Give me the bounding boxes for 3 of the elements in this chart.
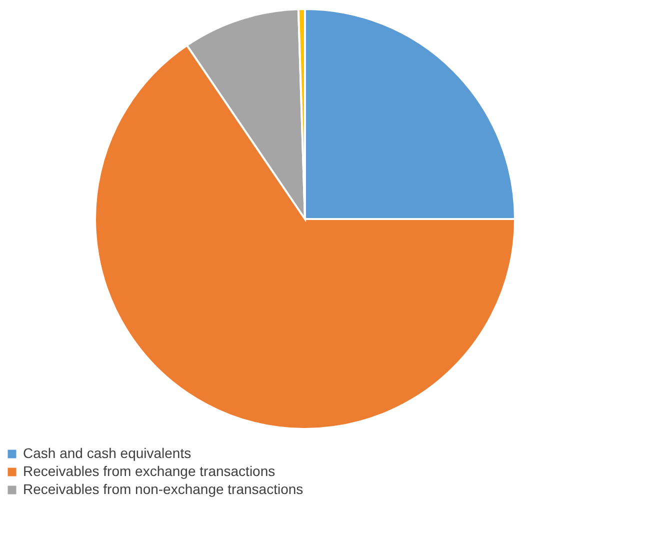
legend-label: Receivables from non-exchange transactions — [23, 481, 304, 497]
legend-label: Receivables from exchange transactions — [23, 463, 276, 479]
legend-label: Cash and cash equivalents — [23, 445, 192, 461]
